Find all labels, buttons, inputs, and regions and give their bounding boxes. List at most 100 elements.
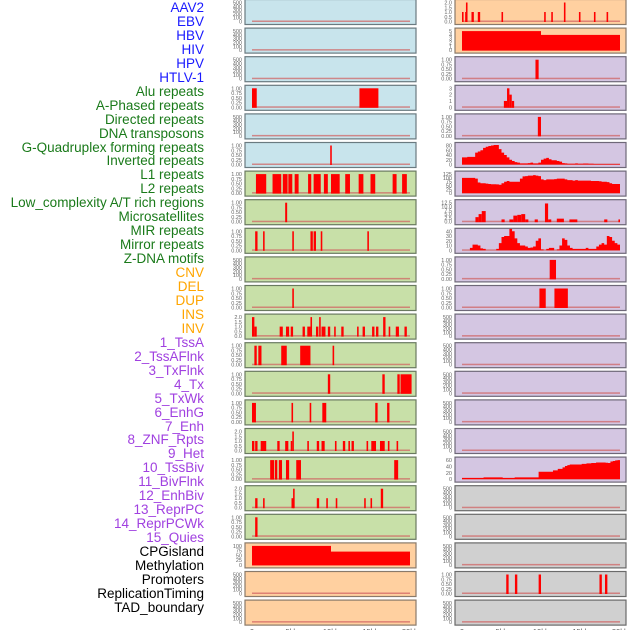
y-tick-label: 0 <box>239 277 242 283</box>
track-label: 6_EnhG <box>154 404 204 420</box>
data-bar <box>254 326 257 337</box>
data-bar <box>548 219 552 223</box>
track-panel <box>454 0 627 26</box>
data-bar <box>370 174 376 194</box>
baseline <box>252 506 410 509</box>
track-label: INV <box>181 320 204 336</box>
data-bar <box>294 174 299 194</box>
data-bar <box>569 219 578 223</box>
y-tick-label: 0.50 <box>231 382 242 388</box>
y-tick-label: 5 <box>449 29 452 35</box>
baseline <box>462 363 620 366</box>
y-tick-label: 0.00 <box>231 105 242 111</box>
track-panel <box>454 599 627 626</box>
track-label: A-Phased repeats <box>95 97 204 113</box>
y-tick-label: 500 <box>233 115 242 121</box>
y-tick-label: 100 <box>443 559 452 565</box>
baseline <box>252 20 410 22</box>
y-tick-label: 1.00 <box>231 86 242 92</box>
y-tick-label: 300 <box>443 351 452 357</box>
track-label: 10_TssBiv <box>142 460 204 476</box>
y-tick-label: 100 <box>443 531 452 537</box>
y-tick-label: 1.0 <box>234 496 242 502</box>
y-tick-label: 500 <box>443 430 452 436</box>
data-bar <box>331 551 410 566</box>
y-tick-label: 100 <box>443 416 452 422</box>
y-tick-label: 12.5 <box>441 201 452 207</box>
data-bar <box>255 441 258 451</box>
y-tick-label: 200 <box>233 41 242 47</box>
y-tick-label: 50 <box>446 184 452 190</box>
data-bar <box>310 317 313 337</box>
track-panel <box>454 342 627 369</box>
y-tick-label: 200 <box>443 613 452 619</box>
data-bar <box>537 116 541 137</box>
y-tick-label: 0 <box>239 134 242 140</box>
y-tick-label: 200 <box>443 412 452 418</box>
y-tick-label: 200 <box>233 269 242 275</box>
data-bar <box>402 174 407 194</box>
baseline <box>462 563 620 566</box>
y-tick-label: 0 <box>449 449 452 455</box>
data-bar <box>285 326 290 337</box>
data-bar <box>255 498 258 509</box>
y-tick-label: 300 <box>443 437 452 443</box>
y-tick-label: 0.50 <box>231 353 242 359</box>
y-tick-label: 1.00 <box>441 287 452 293</box>
track-label: HBV <box>176 27 204 43</box>
y-tick-label: 75 <box>446 180 452 186</box>
y-tick-label: 300 <box>233 266 242 272</box>
y-tick-label: 40 <box>446 153 452 159</box>
track-label: Alu repeats <box>135 83 204 99</box>
track-label: Promoters <box>141 571 204 587</box>
y-tick-label: 0.25 <box>231 244 242 250</box>
data-bar <box>334 326 336 337</box>
data-bar <box>291 402 294 423</box>
track-panel <box>244 0 417 26</box>
y-tick-label: 0.00 <box>231 477 242 483</box>
y-tick-label: 300 <box>443 380 452 386</box>
data-bar <box>517 214 522 223</box>
y-tick-label: 0.5 <box>444 15 452 21</box>
data-bar <box>307 326 311 337</box>
data-bar <box>291 498 294 509</box>
y-tick-label: 400 <box>233 4 242 10</box>
y-tick-label: 100 <box>443 176 452 182</box>
y-tick-label: 200 <box>443 327 452 333</box>
y-tick-label: 300 <box>443 523 452 529</box>
y-tick-label: 0 <box>239 48 242 54</box>
y-tick-label: 0.75 <box>231 291 242 297</box>
y-tick-label: 200 <box>233 584 242 590</box>
y-tick-label: 0 <box>449 334 452 340</box>
y-tick-label: 0.00 <box>231 363 242 369</box>
y-tick-label: 0.25 <box>231 387 242 393</box>
y-tick-label: 300 <box>233 580 242 586</box>
y-tick-label: 400 <box>443 548 452 554</box>
data-bar <box>606 12 609 22</box>
y-tick-label: 400 <box>233 33 242 39</box>
track-label: CPGisland <box>139 544 204 560</box>
data-bar <box>285 441 289 451</box>
track-panel <box>454 256 627 283</box>
y-tick-label: 0.75 <box>231 463 242 469</box>
y-tick-label: 0.75 <box>231 148 242 154</box>
y-tick-label: 0.50 <box>231 153 242 159</box>
data-bar <box>521 214 526 223</box>
track-label: L2 repeats <box>140 181 204 197</box>
track-panel <box>244 313 417 340</box>
y-tick-label: 100 <box>443 616 452 622</box>
y-tick-label: 100 <box>443 330 452 336</box>
y-tick-label: 100 <box>233 73 242 79</box>
y-tick-label: 200 <box>233 69 242 75</box>
data-bar <box>316 498 320 509</box>
x-tick-label: 0 <box>250 627 254 630</box>
track-panel <box>454 313 627 340</box>
y-tick-label: 1.00 <box>231 144 242 150</box>
y-tick-label: 0.5 <box>234 444 242 450</box>
data-bar <box>376 326 379 337</box>
y-tick-label: 200 <box>233 126 242 132</box>
y-tick-label: 400 <box>233 605 242 611</box>
y-tick-label: 1 <box>449 99 452 105</box>
data-bar <box>549 259 557 280</box>
baseline <box>252 335 410 337</box>
